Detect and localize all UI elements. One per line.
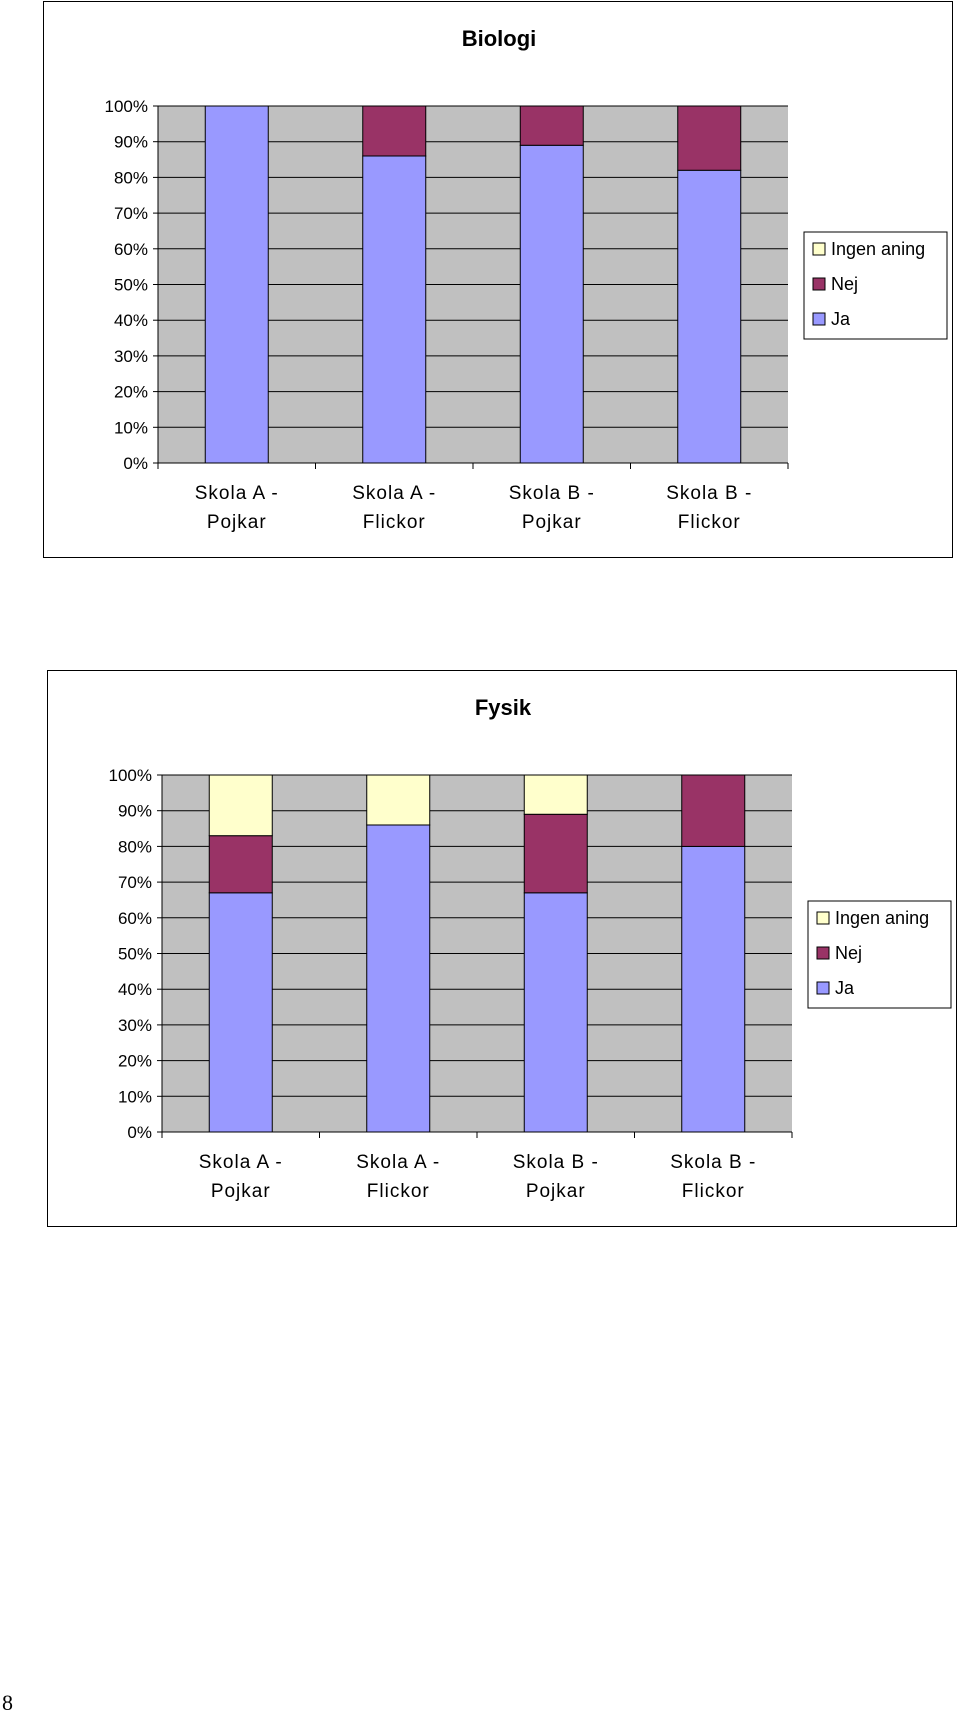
y-tick-label: 90% (118, 802, 152, 821)
y-tick-label: 30% (118, 1016, 152, 1035)
x-tick-label: Skola A - (195, 483, 279, 504)
x-tick-label: Skola B - (670, 1152, 756, 1173)
x-tick-label: Skola B - (509, 483, 595, 504)
legend-swatch-ingen-aning (812, 242, 826, 256)
legend-swatch-ja (816, 981, 830, 995)
legend-swatch-nej (812, 277, 826, 291)
y-tick-label: 30% (114, 347, 148, 366)
bar-segment-ja (366, 824, 431, 1133)
legend (807, 900, 952, 1009)
x-tick-label: Skola B - (666, 483, 752, 504)
x-tick-label: Pojkar (526, 1181, 586, 1202)
legend-swatch-nej (816, 946, 830, 960)
x-tick-label: Skola A - (199, 1152, 283, 1173)
y-tick-label: 0% (127, 1123, 152, 1142)
legend-swatch-ja (812, 312, 826, 326)
legend-label: Ja (835, 978, 855, 998)
x-tick-label: Flickor (678, 512, 741, 533)
bar-segment-nej (362, 105, 427, 157)
bar-segment-ja (519, 144, 584, 464)
x-tick-label: Pojkar (211, 1181, 271, 1202)
y-tick-label: 40% (114, 311, 148, 330)
x-tick-label: Skola A - (352, 483, 436, 504)
bar-segment-nej (677, 105, 742, 171)
y-tick-label: 90% (114, 133, 148, 152)
bar-segment-ja (204, 105, 269, 464)
y-tick-label: 0% (123, 454, 148, 473)
legend-label: Nej (831, 274, 858, 294)
chart-title: Fysik (475, 695, 532, 720)
chart-biologi: Biologi 0% 10% 20% 30% 40% 50% 60% 70% 80% 90% 100%… (43, 1, 953, 558)
y-tick-label: 80% (118, 837, 152, 856)
y-tick-label: 100% (105, 97, 148, 116)
bar-segment-nej (519, 105, 584, 146)
legend-label: Ingen aning (831, 239, 925, 259)
bar-segment-ja (681, 845, 746, 1133)
y-tick-label: 10% (118, 1087, 152, 1106)
bar-segment-ja (523, 892, 588, 1133)
legend-label: Ja (831, 309, 851, 329)
chart-title: Biologi (462, 26, 537, 51)
y-tick-label: 100% (109, 766, 152, 785)
bar-segment-ja (677, 169, 742, 464)
x-tick-label: Flickor (682, 1181, 745, 1202)
chart-fysik: Fysik 0% 10% 20% 30% 40% 50% 60% 70% 80% 90% 100% Sk… (47, 670, 957, 1227)
x-tick-label: Flickor (367, 1181, 430, 1202)
y-tick-label: 60% (118, 909, 152, 928)
chart-fysik-svg: Fysik 0% 10% 20% 30% 40% 50% 60% 70% 80% 90% 100% Sk… (109, 695, 952, 1202)
bar-segment-nej (681, 774, 746, 847)
bar-segment-nej (523, 813, 588, 894)
bar-segment-ja (362, 155, 427, 464)
legend-swatch-ingen-aning (816, 911, 830, 925)
y-tick-label: 60% (114, 240, 148, 259)
y-tick-label: 50% (118, 945, 152, 964)
bar-segment-ingen-aning (208, 774, 273, 837)
bar-segment-ja (208, 892, 273, 1133)
chart-biologi-svg: Biologi 0% 10% 20% 30% 40% 50% 60% 70% 80% 90% 100%… (105, 26, 948, 533)
y-tick-label: 50% (114, 276, 148, 295)
legend-label: Ingen aning (835, 908, 929, 928)
y-tick-label: 70% (114, 204, 148, 223)
bar-segment-ingen-aning (366, 774, 431, 826)
y-tick-label: 40% (118, 980, 152, 999)
y-tick-label: 10% (114, 418, 148, 437)
bar-segment-ingen-aning (523, 774, 588, 815)
y-tick-label: 20% (114, 383, 148, 402)
y-tick-label: 20% (118, 1052, 152, 1071)
x-tick-label: Skola A - (356, 1152, 440, 1173)
x-tick-label: Pojkar (207, 512, 267, 533)
x-tick-label: Pojkar (522, 512, 582, 533)
y-tick-label: 80% (114, 168, 148, 187)
bar-segment-nej (208, 835, 273, 894)
x-tick-label: Skola B - (513, 1152, 599, 1173)
page-number: 8 (2, 1690, 13, 1715)
x-tick-label: Flickor (363, 512, 426, 533)
legend (803, 231, 948, 340)
legend-label: Nej (835, 943, 862, 963)
y-tick-label: 70% (118, 873, 152, 892)
